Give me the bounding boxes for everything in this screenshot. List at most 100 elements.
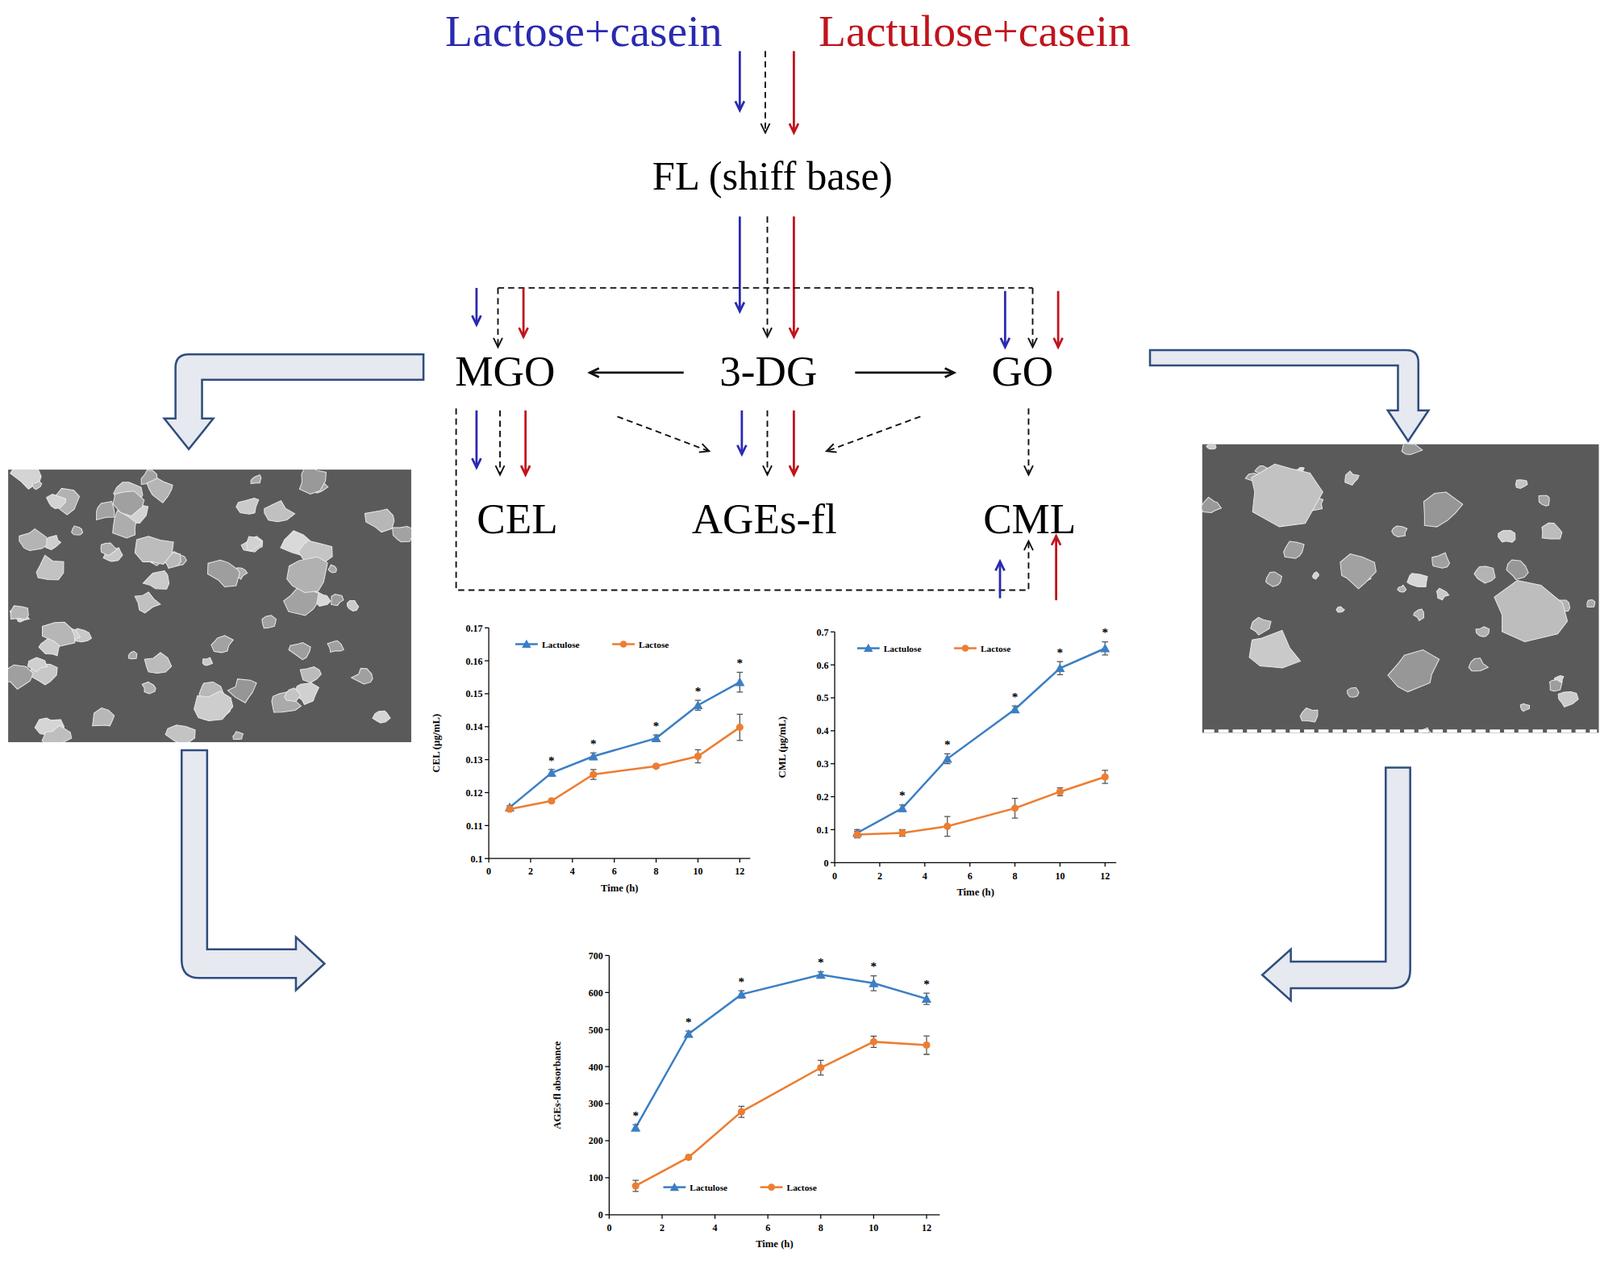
plot-data (504, 671, 745, 813)
y-tick-label: 0.4 (816, 725, 829, 737)
legend-marker (962, 644, 970, 652)
particle (262, 615, 276, 629)
arrow-head (471, 458, 481, 467)
y-tick (484, 725, 489, 727)
arrow (762, 216, 772, 337)
arrow-head (471, 315, 481, 325)
arrow-shaft (475, 410, 479, 468)
arrow-head (995, 561, 1005, 571)
flow-arrow (164, 354, 424, 450)
x-tick-label: 6 (765, 1221, 771, 1234)
y-tick-label: 0.7 (816, 626, 829, 638)
chart: 0100200300400500600700024681012Time (h)A… (551, 950, 941, 1250)
particle (194, 691, 234, 721)
error-bar (1012, 798, 1019, 819)
point (589, 770, 597, 778)
arrow-head (1024, 541, 1034, 550)
arrow-head (760, 123, 770, 133)
y-tick (484, 627, 489, 629)
arrow (456, 408, 1034, 590)
dashed-connector (497, 287, 1033, 289)
particle (32, 481, 42, 490)
x-tick-label: 8 (1012, 870, 1018, 882)
arrow (519, 287, 529, 338)
particle (46, 493, 67, 509)
error-bar (870, 1035, 878, 1047)
source-label: Lactose+casein (445, 5, 723, 56)
y-axis-title: CEL (μg/mL) (430, 713, 442, 773)
point (588, 750, 599, 760)
series-line (509, 682, 740, 808)
legend-marker (521, 639, 531, 648)
point (736, 723, 744, 731)
particle (287, 556, 328, 592)
plot-data (852, 641, 1110, 839)
arrow (617, 416, 710, 452)
x-tick (697, 858, 699, 863)
sem-image (8, 469, 412, 742)
arrow (737, 410, 746, 455)
arrow-shaft (1032, 287, 1034, 347)
series-line (635, 1041, 927, 1186)
x-tick-label: 2 (659, 1221, 665, 1234)
x-tick-label: 12 (734, 865, 745, 877)
arrow-head (520, 465, 530, 475)
x-tick-label: 12 (1100, 870, 1110, 882)
arrow (589, 367, 684, 377)
significance-mark: * (870, 958, 878, 973)
arrow (995, 561, 1005, 599)
x-tick (873, 1214, 875, 1219)
particle (141, 681, 156, 694)
y-tick-label: 300 (588, 1097, 604, 1109)
x-tick (529, 858, 531, 863)
y-tick (830, 696, 835, 698)
x-tick-label: 6 (612, 865, 617, 877)
particle (236, 497, 259, 514)
sem-background (1202, 443, 1600, 733)
particle (1515, 479, 1528, 489)
y-tick-label: 100 (588, 1171, 604, 1184)
particle (347, 600, 359, 611)
significance-mark: * (632, 1108, 639, 1122)
legend-label: Lactulose (541, 639, 580, 650)
x-tick (608, 1214, 610, 1219)
point (1056, 787, 1064, 796)
significance-mark: * (695, 683, 702, 698)
particle (165, 725, 196, 742)
arrow-head (735, 100, 745, 110)
particle (1520, 703, 1530, 711)
arrow-head (589, 367, 599, 377)
arrow (760, 50, 770, 133)
significance-mark: * (944, 737, 951, 751)
point (684, 1153, 692, 1161)
arrow-shaft (522, 287, 525, 338)
point (897, 803, 908, 813)
y-axis (487, 627, 489, 859)
arrow (1051, 535, 1061, 600)
x-tick-label: 10 (1054, 870, 1065, 882)
particle (41, 725, 72, 742)
particle (36, 554, 64, 580)
x-axis (834, 862, 1117, 863)
y-tick-label: 0.6 (816, 659, 829, 671)
figure: Lactose+caseinLactulose+caseinFL (shiff … (0, 0, 1600, 1273)
arrow-head (789, 123, 799, 133)
significance-mark: * (590, 736, 597, 750)
node-label: 3-DG (719, 347, 817, 395)
y-tick (604, 991, 609, 993)
flow-arrow (1262, 767, 1410, 1000)
y-tick (830, 762, 835, 764)
y-axis (608, 954, 610, 1214)
particle (351, 667, 373, 684)
point (652, 762, 660, 770)
particle (1249, 629, 1300, 668)
x-tick-label: 0 (606, 1221, 612, 1234)
point (898, 829, 906, 837)
arrow (789, 410, 799, 475)
particle (1336, 606, 1345, 613)
particle (1251, 463, 1324, 527)
particle (233, 731, 244, 740)
x-tick (833, 862, 835, 867)
y-tick (484, 825, 489, 826)
significance-mark: * (1012, 689, 1019, 704)
